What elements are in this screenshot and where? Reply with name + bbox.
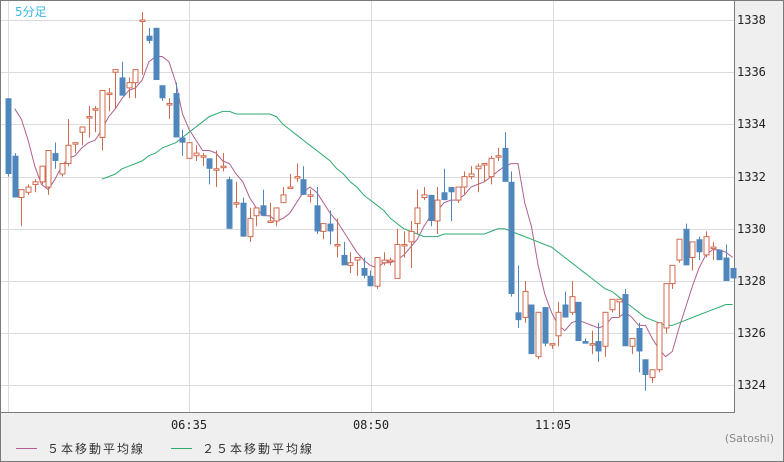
x-tick-label: 08:50 — [352, 418, 390, 432]
y-tick-label: 1334 — [737, 116, 766, 131]
timeframe-label: 5分足 — [15, 5, 47, 19]
legend: ５本移動平均線 ２５本移動平均線 — [16, 440, 340, 457]
legend-item-ma25: ２５本移動平均線 — [171, 440, 314, 457]
y-tick-label: 1336 — [737, 64, 766, 79]
y-tick-label: 1332 — [737, 169, 766, 184]
plot-area — [1, 1, 735, 413]
x-tick-label: 11:05 — [534, 418, 572, 432]
ma5-swatch-icon — [16, 448, 37, 449]
ma25-swatch-icon — [171, 448, 193, 449]
legend-label: ２５本移動平均線 — [202, 442, 315, 456]
unit-label: (Satoshi) — [724, 432, 774, 445]
y-tick-label: 1328 — [737, 273, 766, 288]
legend-item-ma5: ５本移動平均線 — [16, 440, 145, 457]
y-tick-label: 1330 — [737, 221, 766, 236]
x-tick-label: 06:35 — [170, 418, 208, 432]
y-tick-label: 1324 — [737, 377, 766, 392]
y-tick-label: 1326 — [737, 325, 766, 340]
y-tick-label: 1338 — [737, 12, 766, 27]
legend-label: ５本移動平均線 — [47, 442, 146, 456]
